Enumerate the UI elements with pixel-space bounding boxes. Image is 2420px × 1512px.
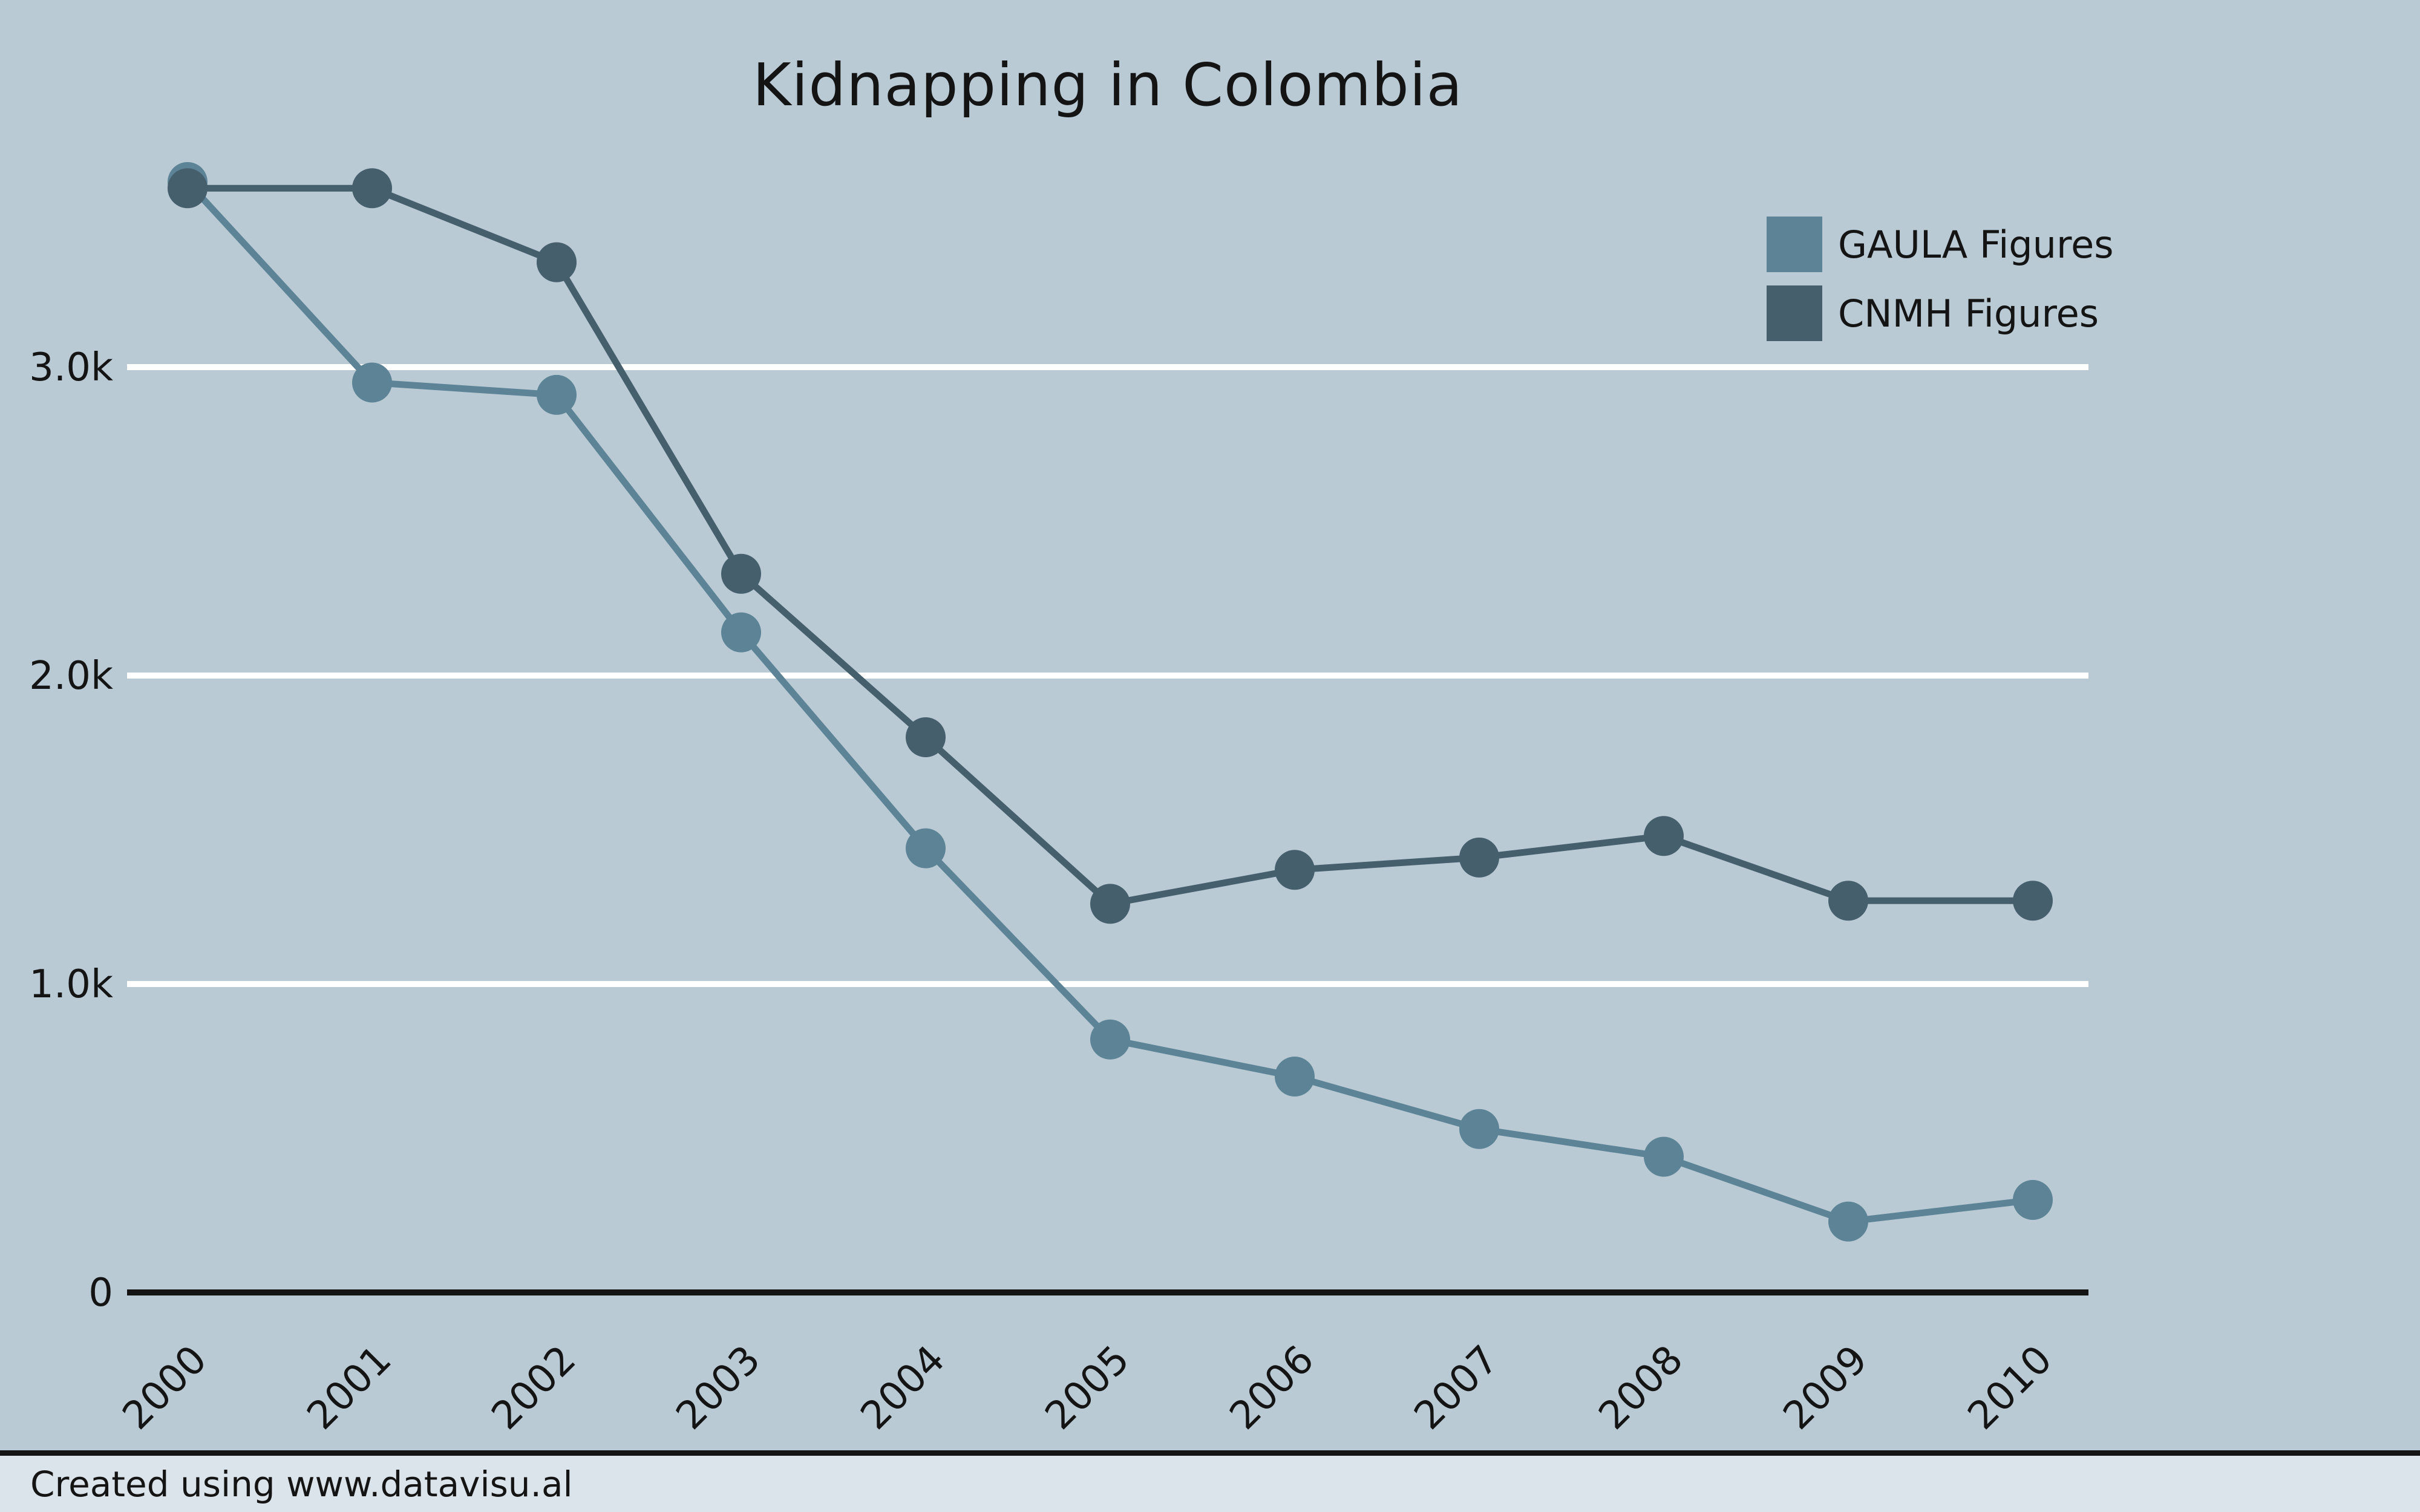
- data-point-gaula-2007: [1459, 1109, 1499, 1149]
- data-point-gaula-2009: [1828, 1201, 1868, 1242]
- data-point-cnmh-2002: [537, 242, 577, 282]
- series-line-gaula: [185, 180, 2033, 1225]
- data-point-gaula-2005: [1090, 1019, 1130, 1060]
- data-point-gaula-2003: [721, 612, 761, 653]
- gaula-legend-label: GAULA Figures: [1838, 222, 2114, 267]
- legend-item-cnmh: CNMH Figures: [1767, 285, 2114, 341]
- data-point-gaula-2008: [1644, 1136, 1684, 1177]
- data-point-gaula-2004: [906, 828, 946, 868]
- x-tick-label-2002: 2002: [483, 1337, 584, 1438]
- cnmh-series-swatch: [1767, 285, 1822, 341]
- data-point-gaula-2006: [1275, 1057, 1315, 1097]
- data-point-cnmh-2008: [1644, 816, 1684, 856]
- data-point-gaula-2010: [2013, 1180, 2053, 1220]
- y-tick-label-1.0k: 1.0k: [29, 962, 113, 1007]
- series-line-cnmh: [188, 184, 2033, 908]
- legend: GAULA Figures CNMH Figures: [1767, 217, 2114, 341]
- x-tick-label-2001: 2001: [299, 1337, 400, 1438]
- data-point-cnmh-2005: [1090, 884, 1130, 924]
- data-point-gaula-2001: [352, 362, 392, 403]
- data-point-cnmh-2006: [1275, 850, 1315, 890]
- data-point-gaula-2002: [537, 374, 577, 415]
- footer-credit: Created using www.datavisu.al: [30, 1463, 573, 1505]
- data-point-cnmh-2010: [2013, 881, 2053, 921]
- y-tick-label-3.0k: 3.0k: [29, 345, 113, 390]
- y-tick-label-2.0k: 2.0k: [29, 654, 113, 699]
- data-point-cnmh-2001: [352, 168, 392, 209]
- data-point-cnmh-2003: [721, 553, 761, 594]
- cnmh-legend-label: CNMH Figures: [1838, 291, 2099, 336]
- x-tick-label-2003: 2003: [668, 1337, 769, 1438]
- footer-bar: Created using www.datavisu.al: [0, 1450, 2420, 1512]
- data-point-cnmh-2007: [1459, 837, 1499, 878]
- x-tick-label-2007: 2007: [1406, 1337, 1507, 1438]
- gaula-series-swatch: [1767, 217, 1822, 272]
- x-tick-label-2004: 2004: [852, 1337, 953, 1438]
- x-tick-label-2006: 2006: [1221, 1337, 1323, 1438]
- y-tick-label-0: 0: [88, 1271, 113, 1315]
- legend-item-gaula: GAULA Figures: [1767, 217, 2114, 272]
- x-tick-label-2010: 2010: [1960, 1337, 2061, 1438]
- x-tick-label-2008: 2008: [1591, 1337, 1692, 1438]
- data-point-cnmh-2009: [1828, 881, 1868, 921]
- data-point-cnmh-2004: [906, 717, 946, 757]
- x-tick-label-2000: 2000: [114, 1337, 215, 1438]
- x-tick-label-2009: 2009: [1775, 1337, 1876, 1438]
- data-point-cnmh-2000: [168, 168, 208, 209]
- chart-title: Kidnapping in Colombia: [752, 51, 1463, 119]
- x-tick-label-2005: 2005: [1037, 1337, 1138, 1438]
